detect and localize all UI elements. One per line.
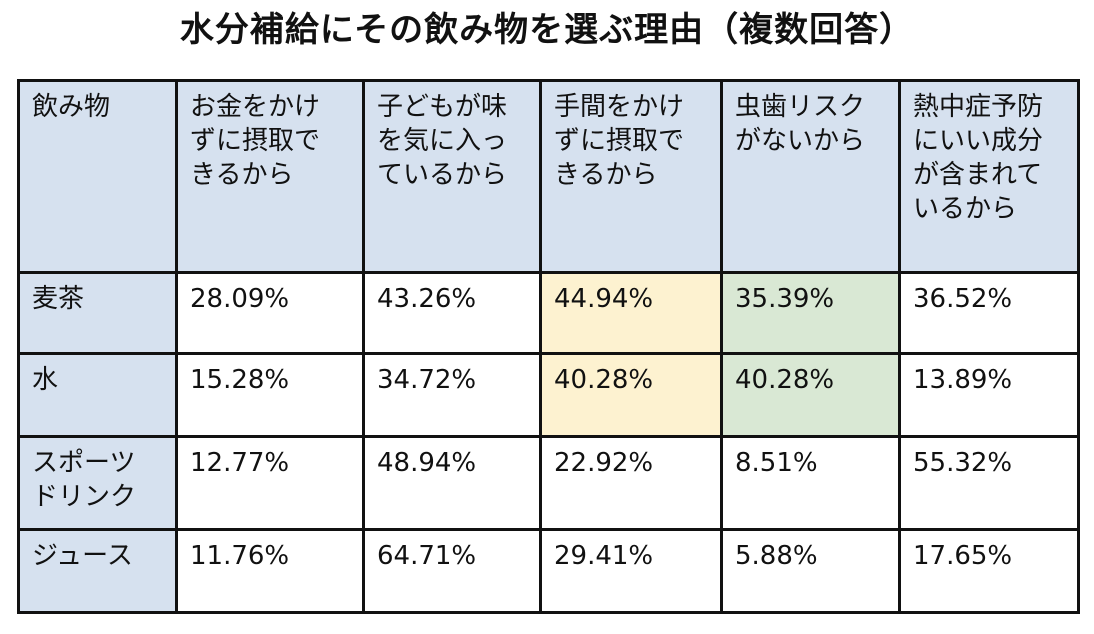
header-cell-heatstroke: 熱中症予防 にいい成分 が含まれて いるから [898,79,1080,274]
row-label: 水 [17,352,178,438]
table-cell: 64.71% [362,528,542,614]
table-row: 水 15.28% 34.72% 40.28% 40.28% 13.89% [17,352,1080,438]
table-cell: 36.52% [898,271,1080,355]
row-label: 麦茶 [17,271,178,355]
table-cell: 5.88% [720,528,901,614]
table-cell: 11.76% [175,528,365,614]
row-label: ジュース [17,528,178,614]
table-cell: 55.32% [898,435,1080,531]
table-cell: 15.28% [175,352,365,438]
table-cell: 48.94% [362,435,542,531]
table-row: 麦茶 28.09% 43.26% 44.94% 35.39% 36.52% [17,271,1080,355]
table-cell-highlighted: 40.28% [720,352,901,438]
table-cell: 22.92% [539,435,723,531]
table-cell: 8.51% [720,435,901,531]
header-cell-drink: 飲み物 [17,79,178,274]
row-label: スポーツ ドリンク [17,435,178,531]
data-table: 飲み物 お金をかけ ずに摂取で きるから 子どもが味 を気に入っ ているから 手… [17,79,1080,614]
table-cell: 34.72% [362,352,542,438]
table-cell-highlighted: 35.39% [720,271,901,355]
table-cell-highlighted: 40.28% [539,352,723,438]
table-row: スポーツ ドリンク 12.77% 48.94% 22.92% 8.51% 55.… [17,435,1080,531]
table-cell: 13.89% [898,352,1080,438]
table-row: ジュース 11.76% 64.71% 29.41% 5.88% 17.65% [17,528,1080,614]
table-cell: 12.77% [175,435,365,531]
table-cell: 28.09% [175,271,365,355]
header-cell-cost: お金をかけ ずに摂取で きるから [175,79,365,274]
table-cell-highlighted: 44.94% [539,271,723,355]
table-cell: 17.65% [898,528,1080,614]
chart-title: 水分補給にその飲み物を選ぶ理由（複数回答） [179,10,915,50]
header-cell-taste: 子どもが味 を気に入っ ているから [362,79,542,274]
table-cell: 29.41% [539,528,723,614]
table-cell: 43.26% [362,271,542,355]
header-cell-cavity: 虫歯リスク がないから [720,79,901,274]
header-cell-effort: 手間をかけ ずに摂取で きるから [539,79,723,274]
header-row: 飲み物 お金をかけ ずに摂取で きるから 子どもが味 を気に入っ ているから 手… [17,79,1080,274]
